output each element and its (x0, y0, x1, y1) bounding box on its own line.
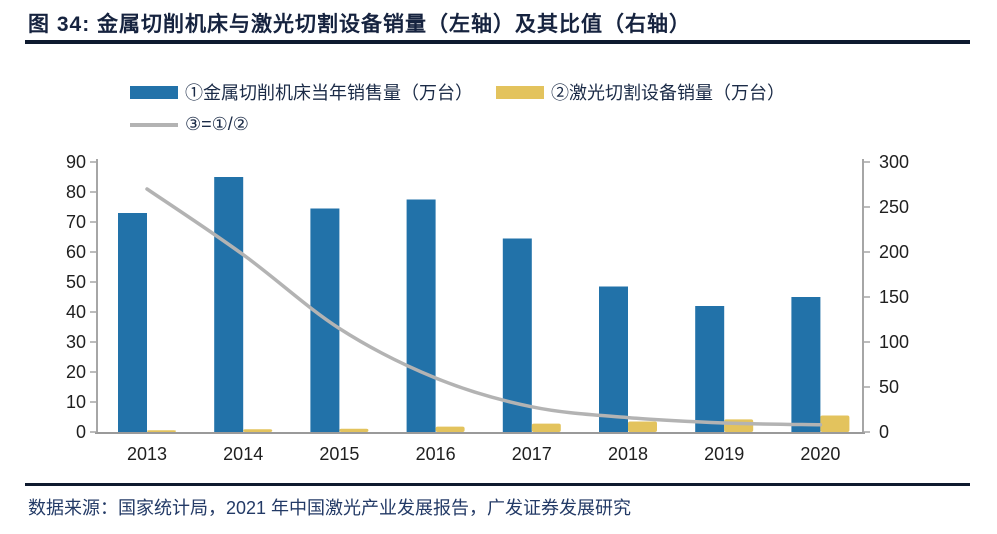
bar-laser-2019 (724, 419, 754, 432)
x-axis-label-2019: 2019 (704, 444, 744, 464)
footer-divider (25, 483, 970, 486)
metal-bar-swatch-icon (130, 85, 178, 99)
title-divider (25, 40, 970, 44)
legend-label-metal: ①金属切削机床当年销售量（万台） (185, 83, 473, 103)
x-axis-label-2020: 2020 (800, 444, 840, 464)
bar-laser-2018 (628, 421, 657, 432)
x-axis-label-2014: 2014 (223, 444, 263, 464)
left-tick-label: 0 (76, 422, 86, 442)
x-axis-label-2016: 2016 (416, 444, 456, 464)
right-tick-label: 50 (879, 377, 899, 397)
right-tick-label: 0 (879, 422, 889, 442)
ratio-line-swatch-icon (130, 122, 178, 127)
left-tick-label: 30 (66, 332, 86, 352)
left-tick-label: 60 (66, 242, 86, 262)
left-tick-label: 10 (66, 392, 86, 412)
legend-item-ratio-line: ③=①/② (130, 114, 249, 135)
bar-metal-2014 (214, 177, 244, 432)
bar-metal-2016 (406, 199, 436, 432)
left-tick-label: 90 (66, 152, 86, 172)
right-tick-label: 250 (879, 197, 909, 217)
figure-title: 图 34: 金属切削机床与激光切割设备销量（左轴）及其比值（右轴） (28, 13, 692, 36)
bar-laser-2014 (243, 429, 273, 432)
right-tick-label: 200 (879, 242, 909, 262)
ratio-line (145, 187, 823, 427)
bar-laser-2016 (435, 426, 465, 432)
bar-laser-2017 (531, 423, 561, 432)
bar-laser-2013 (147, 430, 176, 432)
bar-metal-2013 (118, 213, 147, 432)
legend-label-ratio: ③=①/② (185, 114, 249, 134)
left-tick-label: 40 (66, 302, 86, 322)
bar-laser-2020 (820, 415, 850, 432)
x-axis-label-2018: 2018 (608, 444, 648, 464)
right-tick-label: 150 (879, 287, 909, 307)
legend-item-metal-bars: ①金属切削机床当年销售量（万台） (130, 79, 473, 105)
laser-bar-swatch-icon (496, 85, 544, 99)
bar-metal-2019 (695, 306, 725, 432)
bar-laser-2015 (339, 428, 369, 432)
left-tick-label: 70 (66, 212, 86, 232)
right-tick-label: 300 (879, 152, 909, 172)
left-tick-label: 80 (66, 182, 86, 202)
right-tick-label: 100 (879, 332, 909, 352)
left-tick-label: 50 (66, 272, 86, 292)
legend-item-laser-bars: ②激光切割设备销量（万台） (496, 79, 785, 105)
bar-metal-2020 (791, 297, 821, 432)
left-tick-label: 20 (66, 362, 86, 382)
x-axis-label-2017: 2017 (512, 444, 552, 464)
bar-metal-2018 (599, 286, 628, 432)
data-source-note: 数据来源：国家统计局，2021 年中国激光产业发展报告，广发证券发展研究 (28, 498, 632, 518)
legend-label-laser: ②激光切割设备销量（万台） (551, 83, 785, 103)
x-axis-label-2013: 2013 (127, 444, 167, 464)
x-axis-label-2015: 2015 (319, 444, 359, 464)
